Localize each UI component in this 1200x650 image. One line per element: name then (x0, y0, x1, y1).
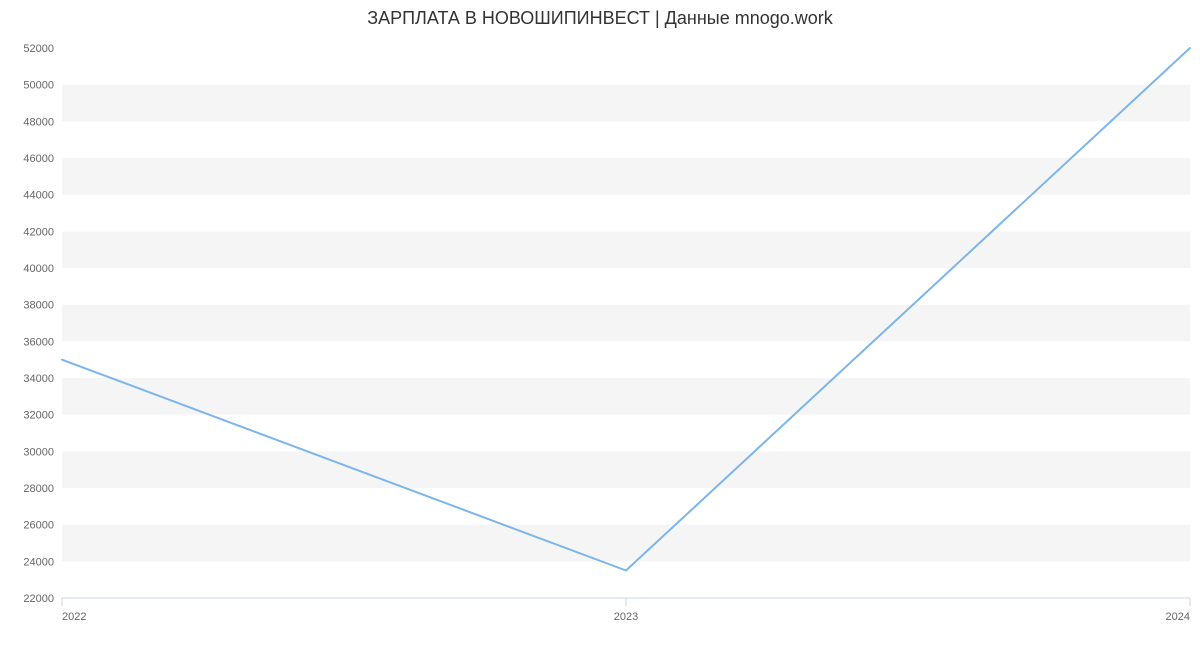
y-tick-label: 32000 (23, 410, 54, 422)
y-tick-label: 50000 (23, 80, 54, 92)
y-tick-label: 52000 (23, 43, 54, 55)
y-tick-label: 26000 (23, 520, 54, 532)
y-tick-label: 28000 (23, 483, 54, 495)
x-axis: 2022 2023 2024 (62, 598, 1190, 623)
y-tick-label: 48000 (23, 116, 54, 128)
chart-svg: 22000 24000 26000 28000 30000 32000 34000 36000… (0, 0, 1200, 650)
y-tick-label: 44000 (23, 190, 54, 202)
y-tick-label: 30000 (23, 446, 54, 458)
x-tick-label: 2022 (62, 611, 86, 623)
y-tick-label: 40000 (23, 263, 54, 275)
y-tick-label: 36000 (23, 336, 54, 348)
plot-bands (62, 48, 1190, 598)
y-tick-label: 22000 (23, 593, 54, 605)
y-tick-label: 38000 (23, 300, 54, 312)
salary-line-chart: ЗАРПЛАТА В НОВОШИПИНВЕСТ | Данные mnogo.… (0, 0, 1200, 650)
y-tick-label: 42000 (23, 226, 54, 238)
x-tick-label: 2024 (1166, 611, 1190, 623)
y-tick-label: 46000 (23, 153, 54, 165)
y-tick-label: 24000 (23, 556, 54, 568)
chart-title: ЗАРПЛАТА В НОВОШИПИНВЕСТ | Данные mnogo.… (0, 8, 1200, 29)
y-axis: 22000 24000 26000 28000 30000 32000 34000 36000… (23, 43, 54, 605)
x-tick-label: 2023 (614, 611, 638, 623)
y-tick-label: 34000 (23, 373, 54, 385)
